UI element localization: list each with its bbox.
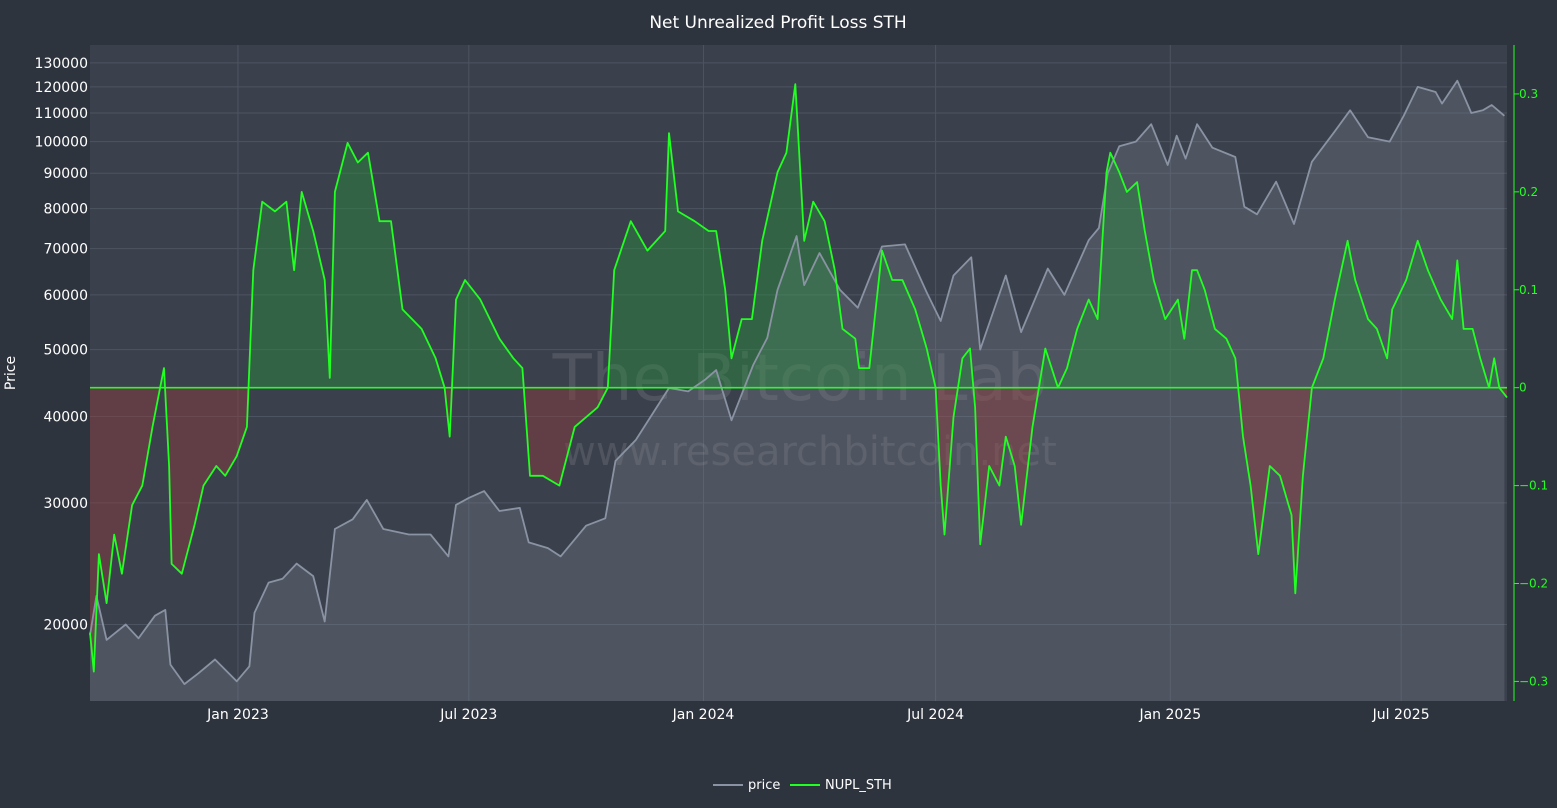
nupl-sth-line [89, 83, 1508, 673]
y2-tick-label: 0.2 [1519, 185, 1538, 199]
nupl-positive-fill [160, 84, 1500, 388]
price-line [89, 79, 1505, 685]
legend-item-nupl-sth[interactable]: NUPL_STH [790, 778, 892, 793]
y2-axis-ticks: −0.3 −0.2 −0.1 0 0.1 0.2 0.3 [1514, 87, 1548, 688]
y-tick-label: 80000 [43, 202, 88, 218]
legend-item-price[interactable]: price [713, 778, 780, 793]
y-tick-label: 110000 [35, 106, 88, 122]
series-lines [89, 79, 1508, 685]
nupl-negative-fill [90, 387, 1507, 672]
y-axis-label: Price [3, 356, 19, 390]
x-tick-label: Jul 2023 [439, 707, 497, 723]
y-tick-label: 60000 [43, 288, 88, 304]
y-tick-label: 30000 [43, 496, 88, 512]
chart-title: Net Unrealized Profit Loss STH [649, 13, 906, 33]
nupl-fill-areas [90, 80, 1507, 701]
y-tick-label: 70000 [43, 242, 88, 258]
watermark-url: www.researchbitcoin.net [563, 429, 1057, 475]
y2-tick-label: −0.2 [1519, 577, 1548, 591]
y-tick-label: 20000 [43, 618, 88, 634]
x-tick-label: Jan 2024 [672, 707, 735, 723]
x-tick-label: Jan 2023 [206, 707, 269, 723]
price-area [90, 80, 1505, 701]
y-tick-label: 130000 [35, 56, 88, 72]
y-tick-label: 40000 [43, 410, 88, 426]
y-tick-label: 100000 [35, 135, 88, 151]
y-tick-label: 50000 [43, 343, 88, 359]
y2-tick-label: 0.3 [1519, 87, 1538, 101]
legend[interactable]: price NUPL_STH [713, 778, 892, 793]
y2-tick-label: −0.1 [1519, 479, 1548, 493]
x-axis-ticks: Jan 2023 Jul 2023 Jan 2024 Jul 2024 Jan 2025… [206, 707, 1430, 723]
y-axis-ticks: 20000 30000 40000 50000 60000 70000 80000 90000… [35, 56, 88, 634]
y2-tick-label: 0 [1519, 381, 1527, 395]
legend-label-nupl-sth: NUPL_STH [825, 778, 892, 793]
x-tick-label: Jan 2025 [1138, 707, 1201, 723]
y-tick-label: 90000 [43, 166, 88, 182]
x-tick-label: Jul 2025 [1372, 707, 1430, 723]
y2-tick-label: −0.3 [1519, 674, 1548, 688]
x-tick-label: Jul 2024 [906, 707, 964, 723]
y2-tick-label: 0.1 [1519, 283, 1538, 297]
legend-label-price: price [748, 778, 780, 793]
y-tick-label: 120000 [35, 80, 88, 96]
